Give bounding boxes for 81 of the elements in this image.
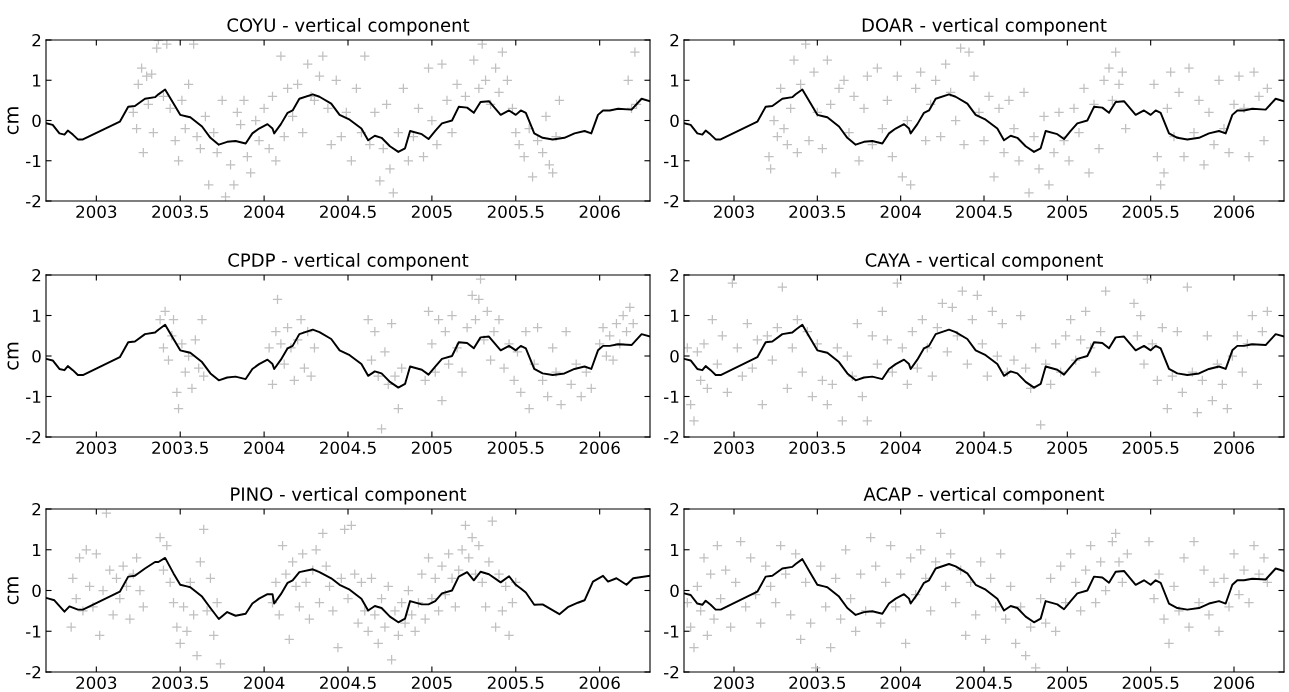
y-tick-label: 0 xyxy=(32,584,41,598)
x-tick-label: 2004 xyxy=(244,676,285,690)
y-tick-label: 2 xyxy=(32,502,41,516)
y-tick-label: -2 xyxy=(664,430,679,444)
x-tick-label: 2003.5 xyxy=(789,441,846,455)
y-tick-label: -2 xyxy=(26,665,41,679)
x-tick-label: 2005 xyxy=(411,205,452,219)
x-tick-label: 2003.5 xyxy=(789,676,846,690)
y-tick-label: -2 xyxy=(26,194,41,208)
y-tick-label: 2 xyxy=(670,502,679,516)
chart-title: ACAP - vertical component xyxy=(863,486,1105,505)
x-tick-label: 2004 xyxy=(244,205,285,219)
x-tick-label: 2003.5 xyxy=(152,676,208,690)
x-tick-label: 2003 xyxy=(76,441,117,455)
y-tick-label: 0 xyxy=(670,584,679,598)
x-tick-label: 2005.5 xyxy=(487,205,544,219)
x-tick-label: 2006 xyxy=(1214,205,1255,219)
x-tick-label: 2005.5 xyxy=(1122,205,1179,219)
y-tick-label: 1 xyxy=(33,74,41,87)
y-tick-label: -2 xyxy=(26,430,41,444)
y-tick-label: -1 xyxy=(26,390,41,403)
x-tick-label: 2004.5 xyxy=(956,676,1012,690)
x-tick-label: 2003 xyxy=(76,205,117,219)
x-tick-label: 2003 xyxy=(714,205,754,219)
x-tick-label: 2003.5 xyxy=(152,205,208,219)
x-tick-label: 2005 xyxy=(1047,441,1088,455)
y-tick-label: 0 xyxy=(670,349,679,363)
y-tick-label: 0 xyxy=(32,114,41,128)
y-tick-label: -2 xyxy=(664,665,679,679)
chart-title: PINO - vertical component xyxy=(231,486,467,505)
x-tick-label: 2004 xyxy=(244,441,285,455)
y-tick-label: 2 xyxy=(32,268,41,282)
y-tick-label: 1 xyxy=(671,309,679,322)
x-tick-label: 2005 xyxy=(411,676,452,690)
x-tick-label: 2003 xyxy=(714,441,754,455)
y-axis-title: cm xyxy=(7,342,19,370)
x-tick-label: 2006 xyxy=(1214,441,1255,455)
y-axis-title: cm xyxy=(7,577,19,605)
x-tick-label: 2005 xyxy=(1047,205,1088,219)
y-tick-label: 1 xyxy=(671,543,679,557)
y-tick-label: 0 xyxy=(32,349,41,363)
chart-title: CPDP - vertical component xyxy=(228,252,469,271)
x-tick-label: 2006 xyxy=(1214,676,1255,690)
x-tick-label: 2006 xyxy=(579,441,620,455)
x-tick-label: 2005.5 xyxy=(1122,441,1179,455)
y-tick-label: 1 xyxy=(671,74,679,87)
x-tick-label: 2004.5 xyxy=(956,441,1012,455)
y-tick-label: 1 xyxy=(33,543,41,557)
x-tick-label: 2004 xyxy=(880,676,921,690)
x-tick-label: 2003.5 xyxy=(789,205,846,219)
x-tick-label: 2004.5 xyxy=(956,205,1012,219)
chart-title: COYU - vertical component xyxy=(227,17,470,36)
x-tick-label: 2003 xyxy=(714,676,754,690)
x-tick-label: 2005.5 xyxy=(487,441,544,455)
y-tick-label: -1 xyxy=(664,154,679,168)
y-tick-label: 2 xyxy=(32,33,41,47)
x-tick-label: 2006 xyxy=(579,205,620,219)
x-tick-label: 2005.5 xyxy=(487,676,544,690)
x-tick-label: 2004 xyxy=(880,205,921,219)
y-axis-title: cm xyxy=(7,107,19,135)
x-tick-label: 2005.5 xyxy=(1122,676,1179,690)
x-tick-label: 2004.5 xyxy=(320,441,376,455)
chart-title: CAYA - vertical component xyxy=(865,252,1103,271)
chart-title: DOAR - vertical component xyxy=(862,17,1107,36)
y-tick-label: -2 xyxy=(664,194,679,208)
x-tick-label: 2004.5 xyxy=(320,676,376,690)
x-tick-label: 2003 xyxy=(76,676,117,690)
y-tick-label: -1 xyxy=(26,154,41,168)
x-tick-label: 2004.5 xyxy=(320,205,376,219)
x-tick-label: 2003.5 xyxy=(152,441,208,455)
y-tick-label: 0 xyxy=(670,114,679,128)
x-tick-label: 2005 xyxy=(411,441,452,455)
x-tick-label: 2004 xyxy=(880,441,921,455)
x-tick-label: 2006 xyxy=(579,676,620,690)
x-tick-label: 2005 xyxy=(1047,676,1088,690)
y-tick-label: 2 xyxy=(670,268,679,282)
y-tick-label: 1 xyxy=(33,309,41,322)
y-tick-label: -1 xyxy=(664,390,679,403)
y-tick-label: -1 xyxy=(26,625,41,638)
y-tick-label: -1 xyxy=(664,625,679,638)
y-tick-label: 2 xyxy=(670,33,679,47)
